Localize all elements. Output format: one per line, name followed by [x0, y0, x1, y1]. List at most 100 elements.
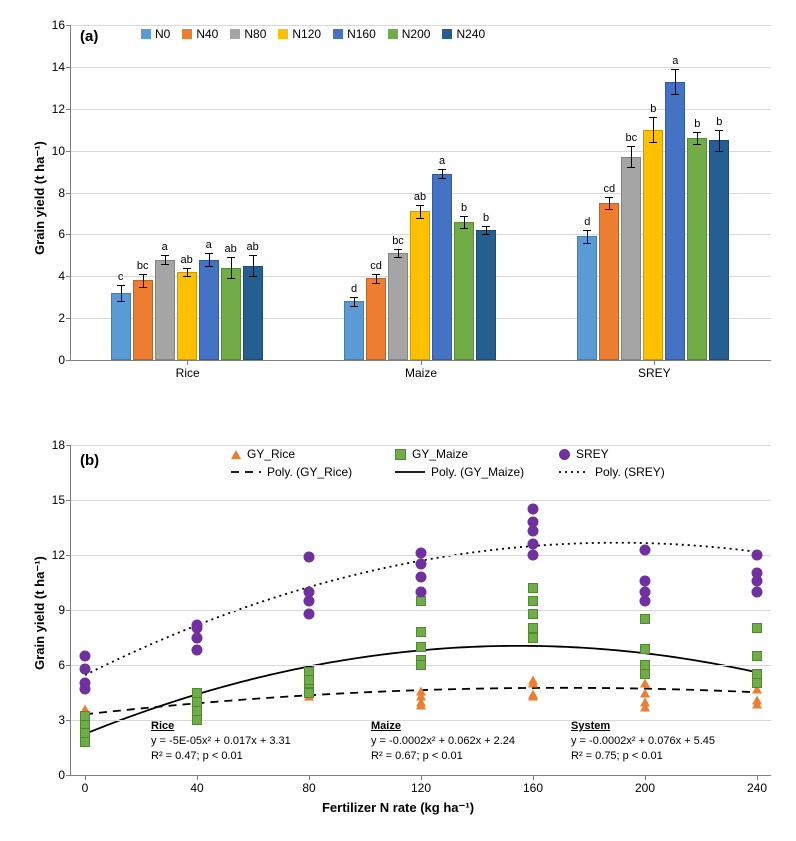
- error-cap: [350, 306, 358, 307]
- scatter-point: [80, 737, 90, 747]
- legend-swatch: [141, 29, 151, 39]
- error-cap: [438, 178, 446, 179]
- bar: [621, 157, 641, 360]
- scatter-point: [640, 544, 651, 555]
- error-cap: [715, 151, 723, 152]
- error-cap: [394, 257, 402, 258]
- tick-mark: [533, 775, 534, 780]
- legend-label: SREY: [576, 447, 609, 461]
- error-bar: [631, 146, 632, 167]
- tick-mark: [66, 720, 71, 721]
- error-bar: [697, 132, 698, 145]
- scatter-point: [528, 596, 538, 606]
- error-cap: [482, 234, 490, 235]
- scatter-point: [752, 678, 762, 688]
- error-bar: [209, 253, 210, 266]
- equation-heading: Rice: [151, 720, 174, 732]
- legend-swatch: [333, 29, 343, 39]
- scatter-point: [640, 688, 650, 697]
- panel-a-legend: N0N40N80N120N160N200N240: [141, 27, 485, 41]
- error-cap: [671, 94, 679, 95]
- equation-stats: R² = 0.67; p < 0.01: [371, 750, 463, 762]
- error-cap: [649, 117, 657, 118]
- scatter-point: [416, 572, 427, 583]
- error-cap: [117, 285, 125, 286]
- bar: [199, 260, 219, 361]
- bar-significance: a: [439, 155, 445, 167]
- equation-stats: R² = 0.47; p < 0.01: [151, 750, 243, 762]
- scatter-point: [528, 692, 538, 701]
- scatter-point: [192, 688, 202, 698]
- scatter-point: [640, 595, 651, 606]
- error-cap: [649, 142, 657, 143]
- legend-item: N160: [333, 27, 376, 41]
- tick-mark: [66, 445, 71, 446]
- error-cap: [205, 266, 213, 267]
- error-cap: [161, 264, 169, 265]
- bar-significance: cd: [604, 183, 616, 195]
- bar: [366, 278, 386, 360]
- scatter-point: [416, 559, 427, 570]
- legend-label: N200: [402, 27, 431, 41]
- error-bar: [653, 117, 654, 142]
- legend-row: GY_RiceGY_MaizeSREY: [231, 447, 699, 461]
- bar-significance: ab: [225, 243, 237, 255]
- bar: [177, 272, 197, 360]
- bar: [344, 301, 364, 360]
- legend-item: Poly. (GY_Maize): [395, 465, 535, 479]
- scatter-point: [640, 575, 651, 586]
- equation-heading: Maize: [371, 720, 401, 732]
- legend-line: [231, 467, 261, 477]
- scatter-point: [752, 651, 762, 661]
- scatter-point: [304, 608, 315, 619]
- gridline: [71, 67, 771, 68]
- error-bar: [376, 274, 377, 282]
- error-cap: [139, 274, 147, 275]
- legend-label: N120: [292, 27, 321, 41]
- bar-significance: bc: [137, 260, 149, 272]
- legend-item: N40: [182, 27, 218, 41]
- bar-significance: d: [351, 283, 357, 295]
- tick-mark: [66, 276, 71, 277]
- bar: [432, 174, 452, 360]
- bar-significance: a: [672, 55, 678, 67]
- scatter-point: [416, 686, 426, 695]
- error-cap: [249, 276, 257, 277]
- equation-text: y = -5E-05x² + 0.017x + 3.31: [151, 735, 291, 747]
- tick-mark: [421, 360, 422, 365]
- legend-line: [559, 467, 589, 477]
- bar-significance: cd: [370, 260, 382, 272]
- legend-label: Poly. (GY_Rice): [267, 465, 352, 479]
- bar-significance: a: [206, 239, 212, 251]
- tick-mark: [66, 610, 71, 611]
- equation-text: y = -0.0002x² + 0.076x + 5.45: [571, 735, 715, 747]
- error-cap: [183, 276, 191, 277]
- error-bar: [143, 274, 144, 287]
- legend-marker: [395, 449, 406, 460]
- error-cap: [227, 257, 235, 258]
- legend-label: N80: [244, 27, 266, 41]
- equation-heading: System: [571, 720, 610, 732]
- tick-mark: [309, 775, 310, 780]
- scatter-point: [192, 697, 202, 707]
- error-cap: [460, 228, 468, 229]
- error-cap: [227, 278, 235, 279]
- bar: [599, 203, 619, 360]
- tick-mark: [66, 775, 71, 776]
- bar-significance: a: [162, 241, 168, 253]
- bar: [111, 293, 131, 360]
- legend-swatch: [278, 29, 288, 39]
- legend-item: Poly. (GY_Rice): [231, 465, 371, 479]
- scatter-point: [528, 633, 538, 643]
- bar-significance: b: [694, 118, 700, 130]
- legend-item: N80: [230, 27, 266, 41]
- panel-a-ytitle: Grain yield (t ha⁻¹): [32, 118, 48, 278]
- legend-label: N40: [196, 27, 218, 41]
- scatter-point: [416, 596, 426, 606]
- error-cap: [249, 255, 257, 256]
- tick-mark: [197, 775, 198, 780]
- error-cap: [117, 301, 125, 302]
- error-cap: [416, 218, 424, 219]
- tick-mark: [66, 500, 71, 501]
- bar: [643, 130, 663, 360]
